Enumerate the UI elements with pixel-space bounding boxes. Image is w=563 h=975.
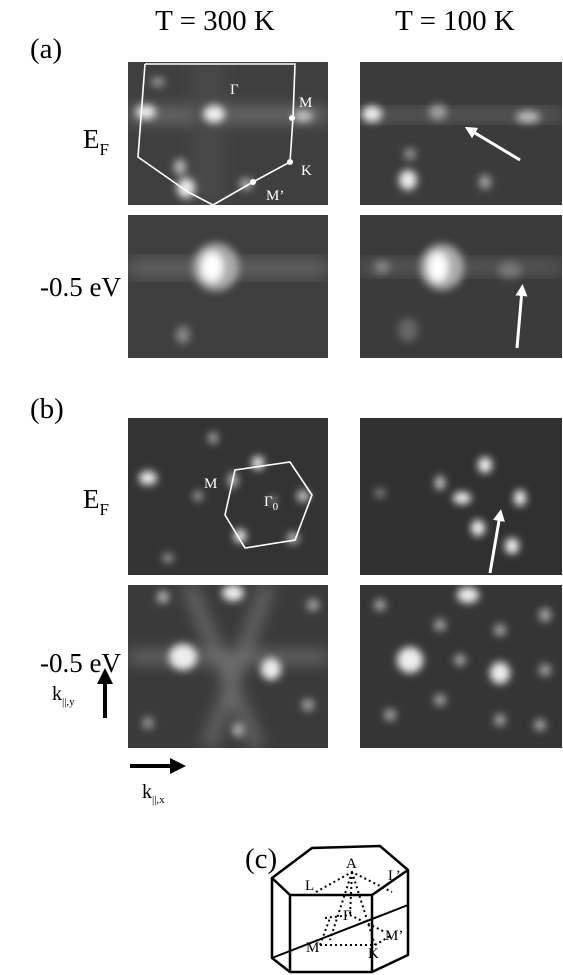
figure: T = 300 K T = 100 K (a) EF -0.5 eV (b) E… bbox=[0, 0, 563, 975]
row-label: EF bbox=[83, 484, 109, 519]
annotation: K bbox=[301, 163, 312, 179]
row-label-main: E bbox=[83, 124, 100, 154]
map-image: M Γ0 bbox=[128, 418, 328, 575]
axis-label-main: k bbox=[52, 683, 62, 705]
column-header: T = 100 K bbox=[395, 5, 515, 37]
panel-label: (a) bbox=[30, 33, 62, 65]
diagram-label: M’ bbox=[385, 928, 403, 944]
annotation-sub: 0 bbox=[273, 501, 279, 513]
annotation: M’ bbox=[266, 188, 284, 204]
diagram-label: M bbox=[306, 940, 319, 956]
diagram-label: A bbox=[346, 856, 357, 872]
annotation: M bbox=[299, 95, 312, 111]
map-image bbox=[128, 585, 328, 748]
map-image bbox=[128, 215, 328, 358]
panel-label: (b) bbox=[30, 393, 64, 425]
row-label: -0.5 eV bbox=[40, 272, 121, 302]
diagram-label: L’ bbox=[388, 868, 401, 884]
diagram-label: Γ bbox=[343, 908, 352, 924]
annotation: M bbox=[204, 476, 217, 492]
map-image bbox=[360, 418, 562, 575]
panel-label: (c) bbox=[245, 843, 277, 875]
map-image bbox=[360, 585, 562, 748]
axis-label: k||,x bbox=[142, 781, 165, 806]
row-label-main: E bbox=[83, 484, 100, 514]
axis-label-sub: ||,x bbox=[152, 794, 165, 806]
map-image: Γ M K M’ bbox=[128, 62, 328, 205]
map-image bbox=[360, 215, 562, 358]
brillouin-zone-dotted bbox=[316, 872, 392, 945]
row-label-sub: F bbox=[100, 500, 109, 519]
diagram-label: K bbox=[368, 946, 379, 962]
map-image bbox=[360, 62, 562, 205]
row-label: EF bbox=[83, 124, 109, 159]
axis-label: k||,y bbox=[52, 683, 75, 708]
row-label: -0.5 eV bbox=[40, 648, 121, 678]
annotation: Γ bbox=[230, 82, 239, 98]
annotation-main: Γ bbox=[264, 494, 273, 510]
axis-label-main: k bbox=[142, 781, 152, 803]
column-header: T = 300 K bbox=[155, 5, 275, 37]
axis-label-sub: ||,y bbox=[62, 696, 75, 708]
brillouin-zone bbox=[272, 846, 408, 972]
row-label-sub: F bbox=[100, 140, 109, 159]
diagram-label: L bbox=[305, 878, 314, 894]
